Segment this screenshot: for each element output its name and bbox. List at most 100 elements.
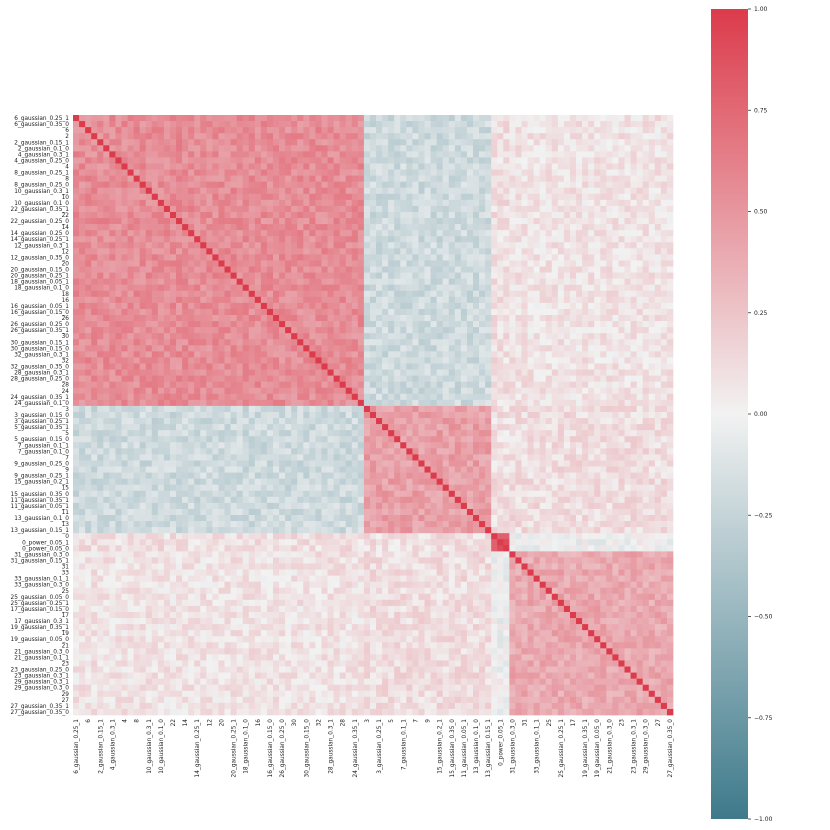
heatmap-cell: [339, 187, 347, 195]
heatmap-cell: [333, 169, 341, 176]
heatmap-cell: [297, 163, 304, 170]
heatmap-cell: [279, 199, 286, 207]
heatmap-cell: [169, 187, 177, 195]
heatmap-cell: [145, 375, 153, 383]
heatmap-cell: [139, 248, 147, 255]
heatmap-cell: [266, 284, 274, 292]
heatmap-cell: [194, 266, 201, 273]
heatmap-cell: [509, 363, 516, 370]
heatmap-cell: [182, 145, 189, 152]
heatmap-cell: [442, 375, 450, 383]
heatmap-cell: [339, 357, 347, 364]
heatmap-cell: [479, 151, 486, 158]
heatmap-cell: [333, 121, 341, 128]
heatmap-cell: [127, 315, 134, 322]
heatmap-cell: [351, 272, 359, 279]
heatmap-cell: [454, 290, 462, 298]
heatmap-cell: [394, 327, 401, 334]
heatmap-cell: [279, 321, 286, 328]
heatmap-cell: [309, 266, 316, 273]
heatmap-cell: [236, 127, 244, 134]
heatmap-cell: [630, 321, 637, 328]
heatmap-cell: [400, 151, 407, 158]
heatmap-cell: [115, 345, 122, 352]
heatmap-cell: [91, 272, 98, 279]
heatmap-cell: [369, 163, 377, 170]
heatmap-cell: [254, 127, 262, 134]
heatmap-cell: [466, 387, 474, 395]
heatmap-cell: [291, 363, 298, 370]
heatmap-cell: [309, 284, 316, 292]
heatmap-cell: [582, 133, 589, 140]
heatmap-cell: [303, 357, 310, 364]
heatmap-cell: [376, 393, 383, 401]
heatmap-cell: [363, 260, 371, 267]
heatmap-cell: [660, 266, 668, 273]
heatmap-cell: [85, 175, 92, 183]
heatmap-cell: [612, 139, 619, 146]
heatmap-cell: [206, 193, 213, 201]
heatmap-cell: [285, 151, 292, 158]
heatmap-cell: [151, 127, 159, 134]
heatmap-cell: [212, 211, 219, 219]
heatmap-cell: [666, 218, 674, 225]
heatmap-cell: [582, 175, 589, 183]
heatmap-cell: [454, 169, 462, 176]
heatmap-cell: [103, 363, 110, 370]
heatmap-cell: [582, 284, 589, 292]
heatmap-cell: [363, 181, 371, 189]
heatmap-cell: [448, 405, 456, 413]
heatmap-cell: [97, 302, 104, 310]
heatmap-cell: [594, 254, 601, 261]
heatmap-cell: [121, 157, 128, 164]
heatmap-cell: [139, 218, 147, 225]
heatmap-cell: [479, 242, 486, 249]
heatmap-cell: [382, 315, 389, 322]
heatmap-cell: [91, 230, 98, 237]
heatmap-cell: [515, 163, 522, 170]
heatmap-cell: [527, 272, 534, 279]
heatmap-cell: [127, 121, 134, 128]
heatmap-cell: [479, 339, 486, 346]
heatmap-cell: [351, 369, 359, 376]
heatmap-cell: [127, 248, 134, 255]
heatmap-cell: [618, 224, 625, 231]
heatmap-cell: [115, 290, 122, 298]
heatmap-cell: [176, 115, 183, 122]
heatmap-cell: [576, 381, 583, 389]
heatmap-cell: [400, 181, 407, 189]
heatmap-cell: [388, 405, 395, 413]
heatmap-cell: [242, 254, 250, 261]
heatmap-cell: [345, 302, 353, 310]
heatmap-cell: [497, 284, 504, 292]
heatmap-cell: [636, 296, 644, 304]
heatmap-cell: [303, 205, 310, 213]
heatmap-cell: [424, 375, 431, 383]
heatmap-cell: [200, 169, 207, 176]
heatmap-cell: [242, 290, 250, 298]
heatmap-cell: [666, 242, 674, 249]
heatmap-cell: [509, 302, 516, 310]
heatmap-cell: [497, 175, 504, 183]
heatmap-cell: [200, 127, 207, 134]
heatmap-cell: [133, 254, 141, 261]
heatmap-cell: [194, 375, 201, 383]
heatmap-cell: [436, 127, 444, 134]
heatmap-cell: [163, 266, 171, 273]
heatmap-cell: [442, 321, 450, 328]
heatmap-cell: [139, 411, 147, 419]
heatmap-cell: [73, 205, 80, 213]
heatmap-cell: [473, 381, 480, 389]
heatmap-cell: [121, 315, 128, 322]
heatmap-cell: [588, 145, 595, 152]
heatmap-cell: [73, 351, 80, 358]
heatmap-cell: [212, 187, 219, 195]
heatmap-cell: [400, 199, 407, 207]
heatmap-cell: [406, 363, 413, 370]
heatmap-cell: [254, 363, 262, 370]
heatmap-cell: [242, 333, 250, 340]
heatmap-cell: [345, 181, 353, 189]
heatmap-cell: [79, 296, 86, 304]
heatmap-cell: [363, 175, 371, 183]
heatmap-cell: [624, 139, 631, 146]
